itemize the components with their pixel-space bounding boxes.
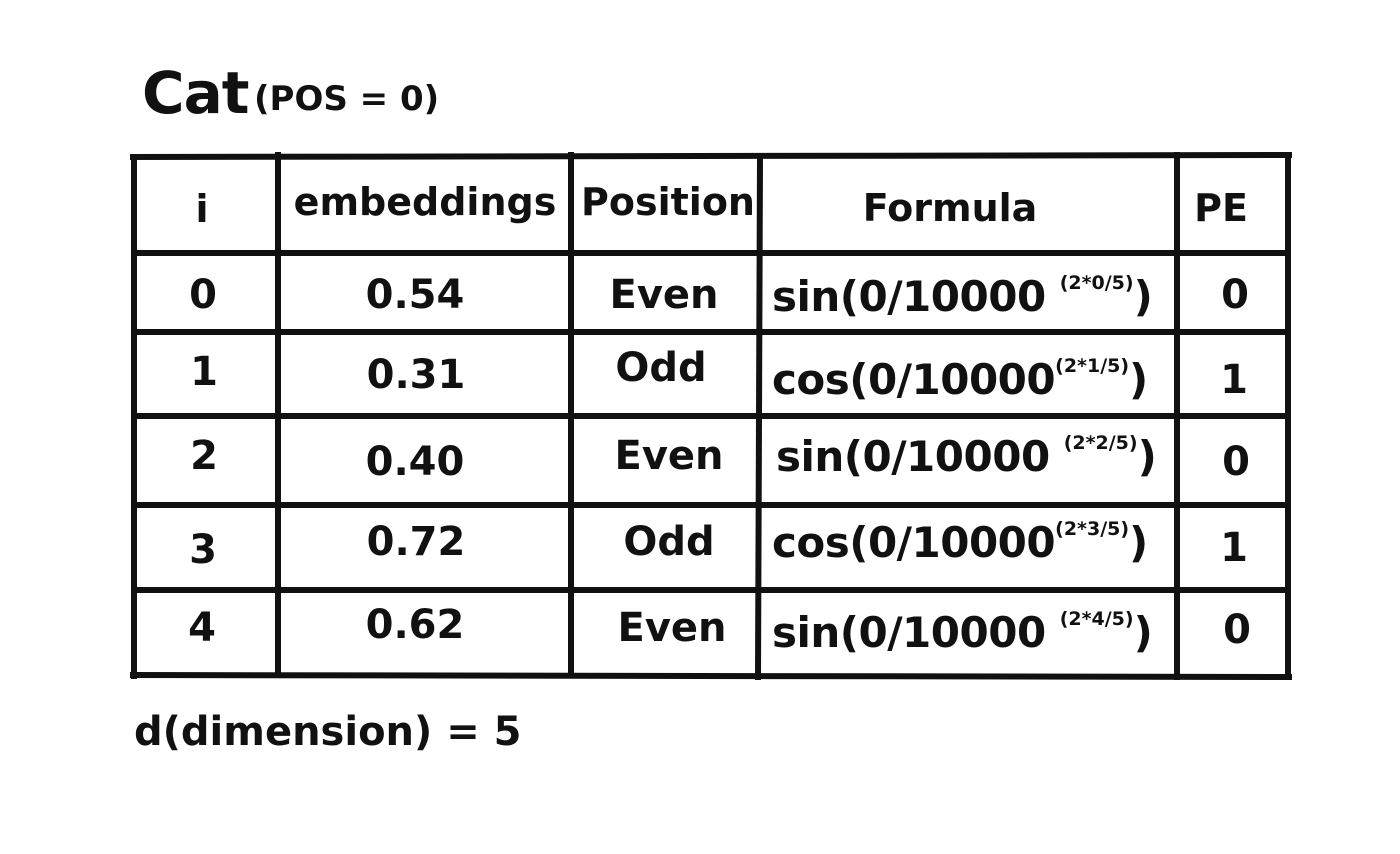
row-0-formula: sin(0/10000 (2*0/5)) xyxy=(772,274,1153,318)
title-position: (POS = 0) xyxy=(254,79,440,119)
row-2-position: Even xyxy=(614,433,724,479)
grid-line-top xyxy=(129,151,1293,161)
dimension-note: d(dimension) = 5 xyxy=(134,709,522,755)
row-3-formula-fn: cos(0/10000 xyxy=(772,518,1056,567)
row-1-i: 1 xyxy=(190,349,218,395)
row-1-formula-close: ) xyxy=(1129,355,1148,404)
row-2-pe: 0 xyxy=(1222,439,1250,485)
row-0-position: Even xyxy=(609,272,719,318)
row-4-formula-fn: sin(0/10000 xyxy=(772,608,1046,657)
row-1-position: Odd xyxy=(615,345,707,391)
row-2-formula-fn: sin(0/10000 xyxy=(776,432,1050,481)
header-i: i xyxy=(195,187,209,231)
row-1-formula: cos(0/10000(2*1/5)) xyxy=(772,357,1148,401)
row-1-formula-fn: cos(0/10000 xyxy=(772,355,1056,404)
row-3-position: Odd xyxy=(623,519,715,565)
row-0-formula-close: ) xyxy=(1133,272,1153,321)
row-0-embedding: 0.54 xyxy=(365,272,465,318)
row-3-pe: 1 xyxy=(1220,525,1248,571)
row-2-formula-close: ) xyxy=(1137,432,1157,481)
row-3-formula-close: ) xyxy=(1129,518,1148,567)
row-2-formula-exponent: (2*2/5) xyxy=(1063,432,1138,454)
row-4-position: Even xyxy=(617,605,727,651)
header-formula: Formula xyxy=(862,186,1038,230)
row-3-i: 3 xyxy=(189,527,217,573)
title-word: Cat xyxy=(142,59,249,127)
row-0-formula-fn: sin(0/10000 xyxy=(772,272,1046,321)
header-position: Position xyxy=(581,180,755,224)
row-2-formula: sin(0/10000 (2*2/5)) xyxy=(776,434,1157,478)
grid-line-bottom xyxy=(129,671,1293,681)
row-4-formula: sin(0/10000 (2*4/5)) xyxy=(772,610,1153,654)
row-1-pe: 1 xyxy=(1220,357,1248,403)
row-4-formula-exponent: (2*4/5) xyxy=(1059,608,1134,630)
row-4-i: 4 xyxy=(188,605,216,651)
grid-line-col-3 xyxy=(754,153,764,681)
row-0-formula-exponent: (2*0/5) xyxy=(1059,272,1134,294)
row-1-formula-exponent: (2*1/5) xyxy=(1055,355,1130,377)
row-4-embedding: 0.62 xyxy=(365,602,465,648)
row-3-formula-exponent: (2*3/5) xyxy=(1055,518,1130,540)
row-0-pe: 0 xyxy=(1221,272,1249,318)
row-2-embedding: 0.40 xyxy=(365,439,465,485)
row-0-i: 0 xyxy=(189,272,217,318)
row-3-formula: cos(0/10000(2*3/5)) xyxy=(772,520,1148,564)
header-embeddings: embeddings xyxy=(293,180,557,224)
row-4-formula-close: ) xyxy=(1133,608,1153,657)
header-pe: PE xyxy=(1194,186,1248,230)
row-1-embedding: 0.31 xyxy=(366,352,466,398)
row-4-pe: 0 xyxy=(1223,607,1251,653)
row-3-embedding: 0.72 xyxy=(366,519,466,565)
row-2-i: 2 xyxy=(190,433,218,479)
